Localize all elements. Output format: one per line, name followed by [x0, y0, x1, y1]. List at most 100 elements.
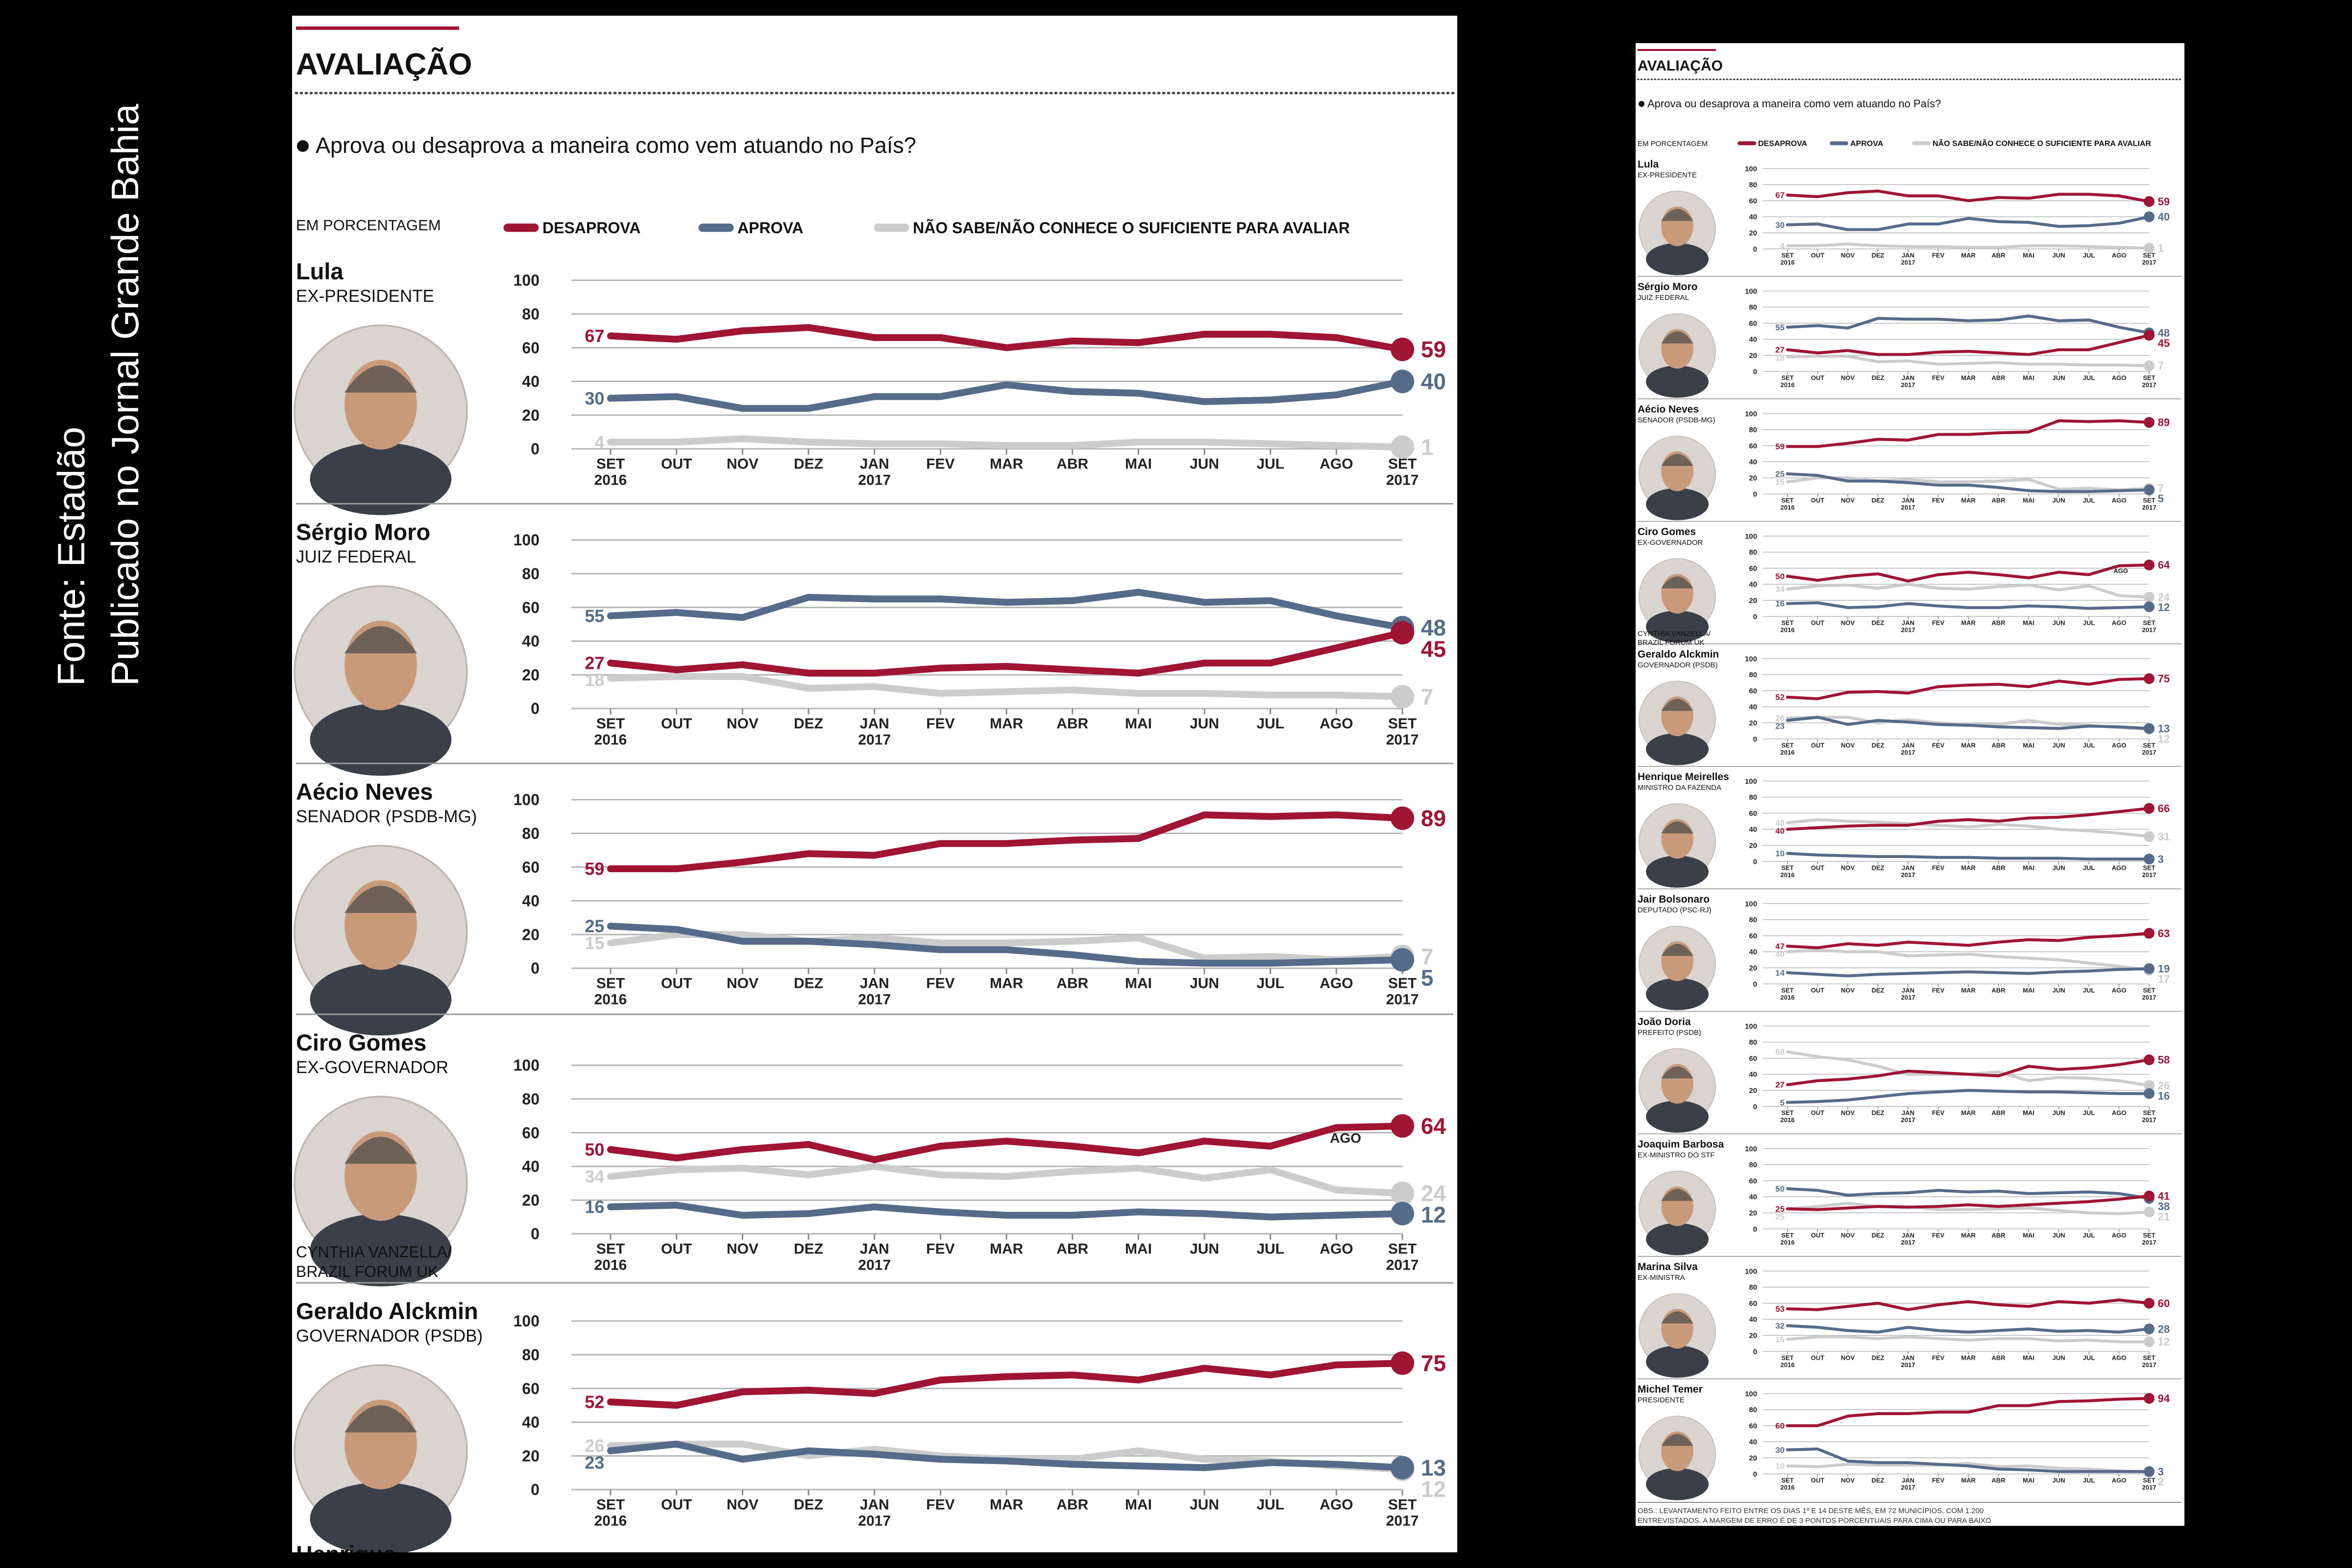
small-section-title: AVALIAÇÃO [1638, 57, 1723, 74]
small-marina-silva-portrait-hair [1661, 1311, 1693, 1323]
small-henrique-meirelles-x-label-year-4: 2017 [1901, 871, 1915, 879]
small-jo-o-doria-disapprove-point [1967, 1073, 1970, 1076]
small-a-cio-neves-approve-point [2027, 489, 2030, 492]
small-s-rgio-moro-dont-know-point [2027, 363, 2030, 366]
small-lula-disapprove-point [1997, 196, 2000, 199]
small-ciro-gomes-dont-know-point [1907, 583, 1910, 586]
big-a-cio-neves-y-tick-60: 60 [522, 858, 539, 876]
small-michel-temer-disapprove-end-point [2144, 1393, 2155, 1404]
small-a-cio-neves-dont-know-point [2087, 487, 2090, 490]
small-joaquim-barbosa-y-tick-60: 60 [1749, 1177, 1757, 1185]
big-geraldo-alckmin-approve-point [1003, 1457, 1010, 1465]
small-michel-temer-x-label-year-12: 2017 [2142, 1484, 2156, 1491]
small-ciro-gomes-approve-start-label: 16 [1775, 599, 1785, 609]
big-a-cio-neves-approve-point [1333, 958, 1340, 965]
big-a-cio-neves-y-tick-0: 0 [531, 959, 539, 977]
small-michel-temer-portrait-hair [1661, 1434, 1693, 1446]
small-jo-o-doria-x-label-11: AGO [2112, 1109, 2127, 1117]
small-ciro-gomes-approve-point [1967, 606, 1970, 609]
small-geraldo-alckmin-dont-know-point [2057, 723, 2060, 726]
small-joaquim-barbosa-y-tick-80: 80 [1749, 1161, 1757, 1169]
small-ciro-gomes-disapprove-point [1907, 579, 1910, 583]
small-michel-temer-dont-know-start-label: 10 [1775, 1462, 1785, 1471]
big-s-rgio-moro-approve-point [607, 612, 614, 619]
small-henrique-meirelles-x-label-year-12: 2017 [2142, 871, 2156, 879]
small-marina-silva-approve-point [1846, 1329, 1849, 1332]
small-michel-temer-dont-know-point [2027, 1464, 2030, 1468]
small-marina-silva-y-tick-0: 0 [1753, 1348, 1757, 1356]
small-ciro-gomes-y-tick-60: 60 [1749, 564, 1757, 573]
small-jair-bolsonaro-disapprove-start-label: 47 [1775, 942, 1785, 951]
small-henrique-meirelles-approve-point [2057, 857, 2060, 860]
big-a-cio-neves-x-label-10: JUL [1256, 976, 1284, 992]
small-jo-o-doria-dont-know-point [2087, 1077, 2090, 1080]
small-michel-temer-disapprove-point [1786, 1424, 1789, 1427]
small-henrique-meirelles-approve-point [1936, 856, 1940, 859]
big-ciro-gomes-x-label-4: JAN [860, 1241, 889, 1257]
small-henrique-meirelles-x-label-7: ABR [1991, 864, 2006, 872]
small-jo-o-doria-dont-know-point [2117, 1079, 2121, 1082]
big-lula-x-label-5: FEV [926, 456, 955, 472]
big-ciro-gomes-portrait-suit [310, 1214, 452, 1287]
small-jair-bolsonaro-disapprove-point [2117, 934, 2121, 937]
small-a-cio-neves-y-tick-60: 60 [1749, 442, 1757, 450]
small-joaquim-barbosa-disapprove-point [1907, 1205, 1910, 1209]
small-marina-silva-dont-know-point [1786, 1338, 1789, 1341]
small-lula-disapprove-point [1816, 195, 1819, 198]
small-jo-o-doria-dont-know-end-label: 26 [2158, 1079, 2170, 1092]
small-geraldo-alckmin-disapprove-point [1816, 697, 1819, 700]
small-jo-o-doria-y-tick-40: 40 [1749, 1071, 1757, 1079]
small-s-rgio-moro-role: JUIZ FEDERAL [1638, 294, 1689, 302]
small-s-rgio-moro-name: Sérgio Moro [1638, 281, 1698, 293]
small-jair-bolsonaro-x-label-6: MAR [1961, 987, 1976, 994]
small-jair-bolsonaro-dont-know-point [1936, 953, 1940, 956]
small-michel-temer-disapprove-point [1907, 1412, 1910, 1415]
small-s-rgio-moro-approve-point [1936, 318, 1940, 321]
small-jo-o-doria-role: PREFEITO (PSDB) [1638, 1029, 1701, 1037]
small-marina-silva-x-label-7: ABR [1991, 1354, 2006, 1362]
big-a-cio-neves-x-label-12: SET [1388, 976, 1417, 992]
big-geraldo-alckmin-x-label-year-0: 2016 [594, 1513, 627, 1529]
big-lula-x-label-4: JAN [860, 456, 889, 472]
small-marina-silva-dont-know-point [1816, 1335, 1819, 1339]
small-lula-x-label-8: MAI [2023, 252, 2034, 259]
big-geraldo-alckmin-disapprove-point [871, 1390, 878, 1397]
big-a-cio-neves-x-label-7: ABR [1056, 976, 1088, 992]
question-text: Aprova ou desaprova a maneira como vem a… [316, 133, 916, 158]
small-joaquim-barbosa-portrait-suit [1646, 1223, 1709, 1255]
small-s-rgio-moro-disapprove-point [2027, 353, 2030, 356]
small-geraldo-alckmin-approve-point [2027, 726, 2030, 730]
small-geraldo-alckmin-approve-point [1907, 720, 1910, 724]
big-ciro-gomes-dont-know-point [1201, 1175, 1208, 1182]
small-joaquim-barbosa-disapprove-point [1967, 1203, 1970, 1206]
small-joaquim-barbosa-disapprove-point [2057, 1201, 2060, 1205]
small-marina-silva-dont-know-point [1846, 1335, 1849, 1339]
small-michel-temer-x-label-7: ABR [1991, 1477, 2006, 1484]
small-geraldo-alckmin-x-label-year-0: 2016 [1781, 749, 1795, 756]
big-s-rgio-moro-approve-point [1333, 612, 1340, 619]
small-michel-temer-disapprove-point [1846, 1414, 1849, 1418]
small-henrique-meirelles-approve-point [1816, 853, 1819, 857]
small-s-rgio-moro-portrait-suit [1646, 366, 1709, 398]
small-lula-approve-end-label: 40 [2158, 211, 2170, 223]
small-lula-disapprove-point [1846, 191, 1849, 195]
small-marina-silva-x-label-12: SET [2143, 1354, 2155, 1362]
small-jair-bolsonaro-dont-know-end-label: 17 [2158, 973, 2170, 985]
small-s-rgio-moro-dont-know-start-label: 18 [1775, 353, 1785, 363]
small-jair-bolsonaro-dont-know-point [2117, 964, 2121, 968]
small-a-cio-neves-approve-point [2087, 490, 2090, 493]
small-michel-temer-y-tick-40: 40 [1749, 1438, 1757, 1446]
small-ciro-gomes-x-label-0: SET [1781, 619, 1793, 627]
big-a-cio-neves-approve-point [1003, 946, 1010, 954]
big-s-rgio-moro-approve-point [871, 595, 878, 603]
small-henrique-meirelles-y-tick-80: 80 [1749, 793, 1757, 802]
small-s-rgio-moro-y-tick-0: 0 [1753, 368, 1757, 376]
small-henrique-meirelles-x-label-11: AGO [2112, 864, 2127, 872]
small-s-rgio-moro-dont-know-point [1997, 361, 2000, 364]
small-jo-o-doria-disapprove-start-label: 27 [1775, 1080, 1785, 1090]
small-s-rgio-moro-approve-end-label: 48 [2158, 327, 2170, 339]
small-s-rgio-moro-dont-know-point [2087, 363, 2090, 367]
small-geraldo-alckmin-disapprove-start-label: 52 [1775, 693, 1785, 702]
small-jair-bolsonaro-dont-know-point [1786, 950, 1789, 954]
small-lula-approve-end-point [2144, 211, 2155, 222]
